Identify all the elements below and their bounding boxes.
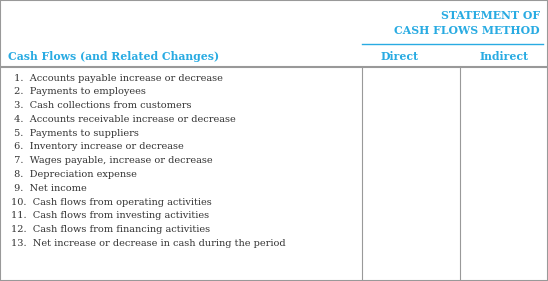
- Text: 4.  Accounts receivable increase or decrease: 4. Accounts receivable increase or decre…: [11, 115, 236, 124]
- Text: 6.  Inventory increase or decrease: 6. Inventory increase or decrease: [11, 142, 184, 151]
- Text: Indirect: Indirect: [480, 51, 529, 62]
- Text: 13.  Net increase or decrease in cash during the period: 13. Net increase or decrease in cash dur…: [11, 239, 286, 248]
- Text: 8.  Depreciation expense: 8. Depreciation expense: [11, 170, 137, 179]
- Text: 9.  Net income: 9. Net income: [11, 184, 87, 193]
- Text: 7.  Wages payable, increase or decrease: 7. Wages payable, increase or decrease: [11, 156, 213, 165]
- Text: 3.  Cash collections from customers: 3. Cash collections from customers: [11, 101, 191, 110]
- Text: Cash Flows (and Related Changes): Cash Flows (and Related Changes): [8, 51, 219, 62]
- Text: 10.  Cash flows from operating activities: 10. Cash flows from operating activities: [11, 198, 212, 207]
- Text: 11.  Cash flows from investing activities: 11. Cash flows from investing activities: [11, 211, 209, 220]
- Text: 5.  Payments to suppliers: 5. Payments to suppliers: [11, 129, 139, 138]
- Text: 12.  Cash flows from financing activities: 12. Cash flows from financing activities: [11, 225, 210, 234]
- Text: STATEMENT OF: STATEMENT OF: [441, 10, 540, 21]
- Text: Direct: Direct: [381, 51, 419, 62]
- Text: 1.  Accounts payable increase or decrease: 1. Accounts payable increase or decrease: [11, 74, 223, 83]
- Text: 2.  Payments to employees: 2. Payments to employees: [11, 87, 146, 96]
- Text: CASH FLOWS METHOD: CASH FLOWS METHOD: [394, 25, 540, 36]
